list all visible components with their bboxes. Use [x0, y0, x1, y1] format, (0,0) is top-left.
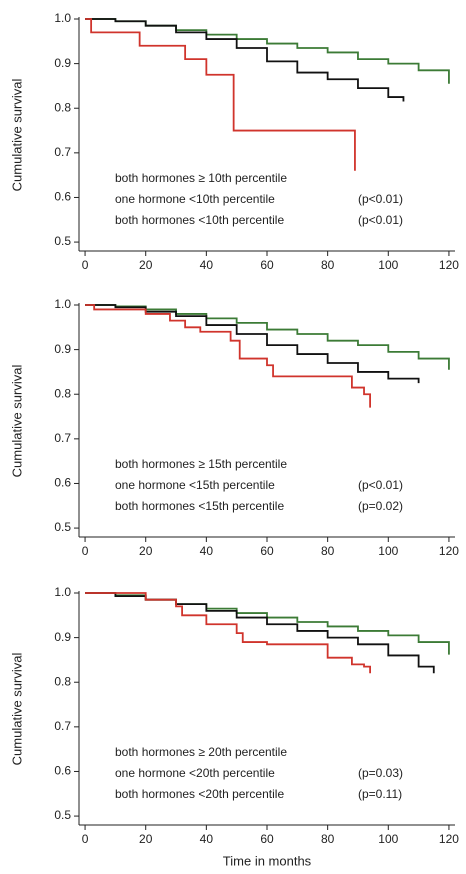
- survival-curve: [85, 18, 405, 102]
- y-tick-label: 0.9: [54, 630, 71, 644]
- survival-curve: [85, 304, 371, 408]
- y-tick-label: 1.0: [54, 585, 71, 599]
- x-tick-label: 60: [260, 544, 274, 558]
- survival-curve: [85, 592, 371, 674]
- y-tick-label: 0.5: [54, 520, 71, 534]
- y-tick-label: 0.7: [54, 719, 71, 733]
- x-tick-label: 100: [378, 258, 398, 272]
- legend-label: both hormones ≥ 20th percentile: [115, 745, 287, 759]
- y-tick-label: 0.8: [54, 100, 71, 114]
- x-tick-label: 80: [321, 544, 335, 558]
- y-tick-label: 0.6: [54, 190, 71, 204]
- legend-label: one hormone <20th percentile: [115, 766, 275, 780]
- x-tick-label: 40: [200, 544, 214, 558]
- x-tick-label: 40: [200, 832, 214, 846]
- x-tick-label: 80: [321, 258, 335, 272]
- p-value: (p=0.11): [358, 787, 402, 801]
- x-tick-label: 20: [139, 544, 153, 558]
- p-value: (p=0.03): [358, 766, 403, 780]
- p-value: (p<0.01): [358, 192, 403, 206]
- y-tick-label: 0.5: [54, 808, 71, 822]
- legend-label: one hormone <10th percentile: [115, 192, 275, 206]
- x-tick-label: 40: [200, 258, 214, 272]
- y-tick-label: 1.0: [54, 11, 71, 25]
- x-tick-label: 60: [260, 258, 274, 272]
- legend-label: both hormones ≥ 10th percentile: [115, 171, 287, 185]
- y-tick-label: 0.9: [54, 56, 71, 70]
- y-tick-label: 1.0: [54, 297, 71, 311]
- legend-label: both hormones <10th percentile: [115, 213, 284, 227]
- survival-curve: [85, 18, 356, 171]
- x-tick-label: 120: [439, 544, 459, 558]
- y-tick-label: 0.7: [54, 145, 71, 159]
- y-axis-label: Cumulative survival: [9, 365, 24, 478]
- x-tick-label: 120: [439, 258, 459, 272]
- y-axis-label: Cumulative survival: [9, 79, 24, 192]
- y-tick-label: 0.6: [54, 476, 71, 490]
- legend-label: both hormones <20th percentile: [115, 787, 284, 801]
- x-tick-label: 100: [378, 544, 398, 558]
- p-value: (p<0.01): [358, 213, 403, 227]
- y-tick-label: 0.8: [54, 386, 71, 400]
- x-tick-label: 80: [321, 832, 335, 846]
- y-tick-label: 0.6: [54, 764, 71, 778]
- x-tick-label: 0: [82, 832, 89, 846]
- p-value: (p<0.01): [358, 478, 403, 492]
- legend-label: both hormones ≥ 15th percentile: [115, 457, 287, 471]
- y-tick-label: 0.9: [54, 342, 71, 356]
- p-value: (p=0.02): [358, 499, 403, 513]
- legend-label: one hormone <15th percentile: [115, 478, 275, 492]
- legend-label: both hormones <15th percentile: [115, 499, 284, 513]
- x-tick-label: 0: [82, 258, 89, 272]
- y-tick-label: 0.5: [54, 234, 71, 248]
- y-tick-label: 0.7: [54, 431, 71, 445]
- y-tick-label: 0.8: [54, 674, 71, 688]
- x-axis-label: Time in months: [223, 853, 312, 868]
- x-tick-label: 0: [82, 544, 89, 558]
- x-tick-label: 20: [139, 258, 153, 272]
- x-tick-label: 120: [439, 832, 459, 846]
- x-tick-label: 20: [139, 832, 153, 846]
- x-tick-label: 60: [260, 832, 274, 846]
- y-axis-label: Cumulative survival: [9, 653, 24, 766]
- survival-curve: [85, 304, 420, 384]
- survival-curve: [85, 592, 435, 674]
- x-tick-label: 100: [378, 832, 398, 846]
